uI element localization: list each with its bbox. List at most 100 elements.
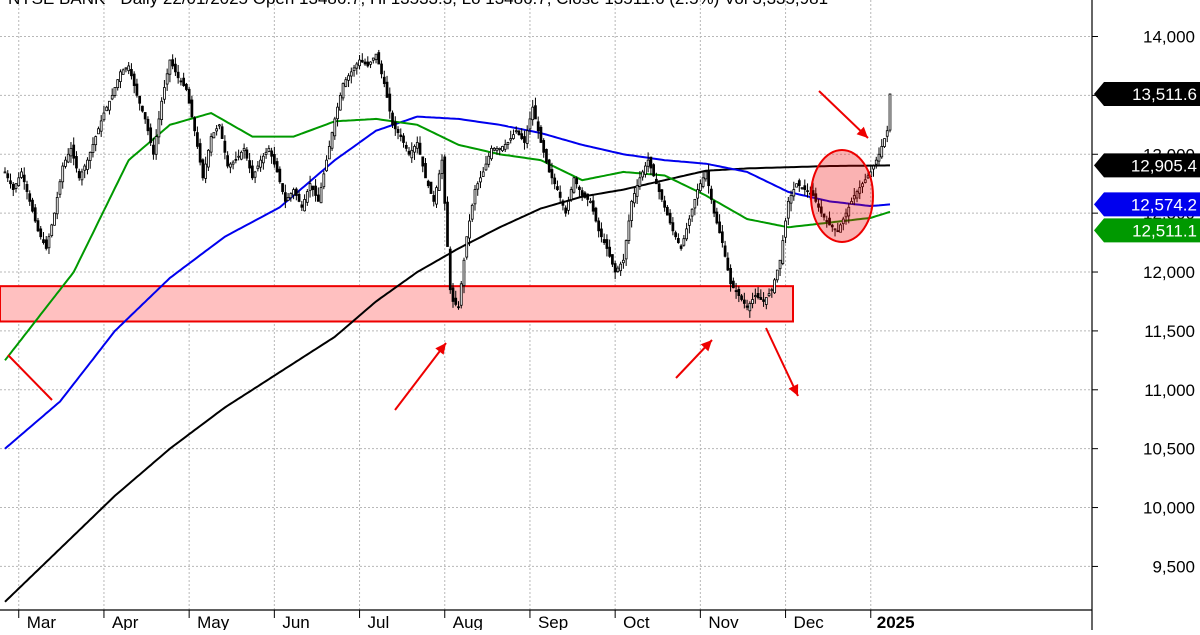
candle xyxy=(828,211,831,226)
candle xyxy=(726,252,730,272)
candle-body xyxy=(220,126,224,139)
annotation-arrow xyxy=(818,90,869,139)
candle-body xyxy=(388,93,392,112)
candle-body xyxy=(209,136,213,153)
candle-body xyxy=(294,188,298,196)
annotation-arrow xyxy=(394,342,447,411)
candle-body xyxy=(50,224,54,237)
candle xyxy=(847,203,851,224)
candle xyxy=(616,265,620,273)
candle-body xyxy=(872,165,875,170)
x-tick-label: Jul xyxy=(368,613,390,630)
candle xyxy=(655,172,658,185)
candle xyxy=(432,190,436,207)
candle-body xyxy=(218,124,221,127)
candle-body xyxy=(723,245,727,257)
candle-body xyxy=(374,53,378,61)
candle-body xyxy=(627,220,631,241)
candle-body xyxy=(39,228,43,238)
candle-body xyxy=(613,263,617,273)
candle-body xyxy=(547,159,551,173)
candle xyxy=(476,181,480,196)
candle xyxy=(388,87,392,119)
arrow-head xyxy=(788,384,799,396)
candle-body xyxy=(630,200,634,221)
candle xyxy=(775,269,779,283)
candle xyxy=(822,213,826,221)
candle xyxy=(270,147,273,164)
candle-body xyxy=(674,232,677,238)
candle xyxy=(382,70,386,88)
candle xyxy=(355,61,359,75)
candle-body xyxy=(253,171,257,178)
candle xyxy=(633,187,636,208)
candle-body xyxy=(737,288,741,296)
candle xyxy=(578,185,581,198)
candle-body xyxy=(591,200,595,212)
candle xyxy=(44,235,48,251)
candle-body xyxy=(22,174,26,183)
candle xyxy=(833,228,837,237)
x-tick-label: Oct xyxy=(623,613,650,630)
candle xyxy=(157,110,161,145)
candle-body xyxy=(459,283,463,306)
candle xyxy=(421,156,425,173)
candle-body xyxy=(833,228,837,231)
candle xyxy=(209,133,213,157)
candle xyxy=(154,129,158,160)
candle-body xyxy=(671,222,675,232)
candle-body xyxy=(3,171,7,174)
candle xyxy=(69,142,73,163)
x-year-label: 2025 xyxy=(877,613,915,630)
candle-body xyxy=(748,303,752,312)
candle-body xyxy=(523,136,526,143)
candle-body xyxy=(36,220,40,232)
candle xyxy=(534,97,537,120)
candle xyxy=(531,99,535,126)
candle-body xyxy=(495,147,499,152)
candle-body xyxy=(308,183,312,191)
candle xyxy=(402,133,405,148)
candle xyxy=(113,87,117,98)
candle xyxy=(553,173,557,190)
candle xyxy=(597,217,601,238)
candle-body xyxy=(646,159,650,167)
ma100-value-tag: 12,574.2 xyxy=(1094,192,1200,217)
candle-body xyxy=(176,71,180,79)
arrow-head xyxy=(435,343,446,355)
candle xyxy=(149,123,153,146)
candle-body xyxy=(6,173,10,179)
candle xyxy=(858,180,862,200)
candle-body xyxy=(305,191,309,203)
candle xyxy=(784,217,787,244)
candle xyxy=(36,217,40,233)
arrow-head xyxy=(700,340,712,352)
candle xyxy=(550,162,554,185)
candle-body xyxy=(877,153,881,162)
candle xyxy=(495,146,499,155)
candle-body xyxy=(720,231,724,243)
candle xyxy=(451,283,455,308)
candle xyxy=(624,239,628,266)
candle xyxy=(47,233,51,255)
candle xyxy=(825,215,829,228)
candle xyxy=(437,169,441,191)
candle xyxy=(841,216,845,231)
candle-body xyxy=(781,240,785,264)
candle-body xyxy=(498,147,502,150)
candle-body xyxy=(888,93,892,131)
candle-body xyxy=(435,187,438,205)
candle xyxy=(611,254,614,268)
candle-body xyxy=(168,59,172,75)
candle-body xyxy=(575,178,579,185)
candle xyxy=(218,123,221,130)
candle-body xyxy=(185,83,188,90)
candle xyxy=(42,232,45,245)
candle xyxy=(193,116,197,137)
candle-body xyxy=(77,170,81,179)
candle xyxy=(319,182,323,204)
candle-body xyxy=(473,189,477,205)
candle-body xyxy=(97,128,100,135)
candle-body xyxy=(649,156,653,169)
candle-body xyxy=(182,77,186,86)
